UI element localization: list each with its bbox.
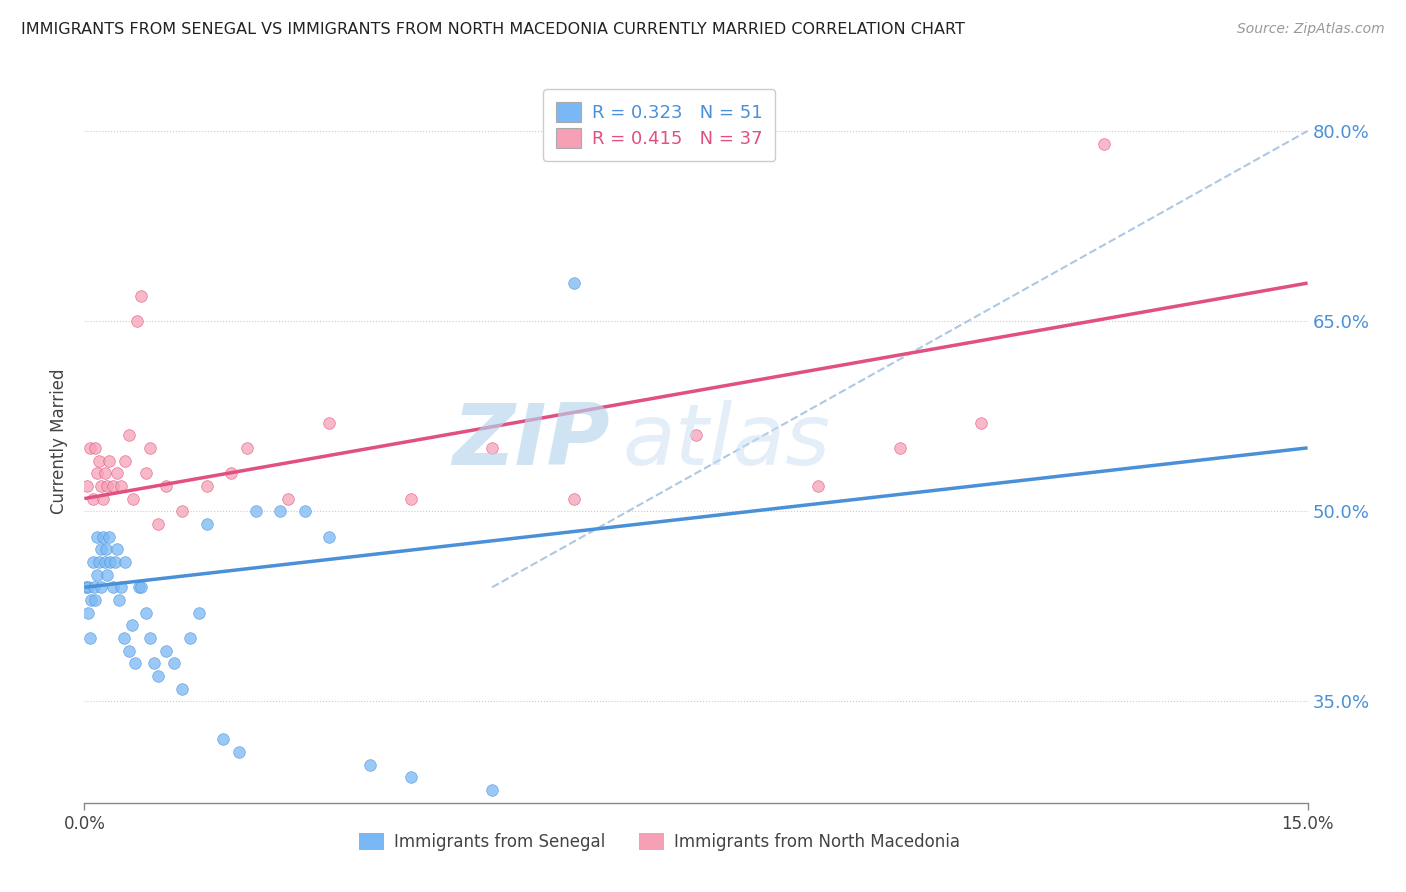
- Point: [269, 504, 291, 518]
- Point: [318, 530, 340, 544]
- Point: [146, 516, 169, 531]
- Point: [82, 491, 104, 506]
- Point: [110, 479, 132, 493]
- Point: [103, 555, 125, 569]
- Point: [97, 453, 120, 467]
- Point: [359, 757, 381, 772]
- Point: [86, 467, 108, 481]
- Text: IMMIGRANTS FROM SENEGAL VS IMMIGRANTS FROM NORTH MACEDONIA CURRENTLY MARRIED COR: IMMIGRANTS FROM SENEGAL VS IMMIGRANTS FR…: [21, 22, 965, 37]
- Point: [96, 542, 118, 557]
- Y-axis label: Currently Married: Currently Married: [51, 368, 69, 515]
- Point: [96, 567, 118, 582]
- Text: atlas: atlas: [623, 400, 831, 483]
- Point: [195, 479, 218, 493]
- Point: [163, 657, 186, 671]
- Point: [122, 491, 145, 506]
- Point: [77, 580, 100, 594]
- Point: [294, 504, 316, 518]
- Point: [114, 555, 136, 569]
- Point: [114, 453, 136, 467]
- Point: [84, 593, 107, 607]
- Point: [135, 467, 157, 481]
- Point: [131, 289, 153, 303]
- Point: [112, 631, 135, 645]
- Point: [187, 606, 209, 620]
- Point: [90, 479, 112, 493]
- Point: [76, 606, 98, 620]
- Point: [80, 593, 103, 607]
- Point: [138, 631, 160, 645]
- Point: [96, 479, 118, 493]
- Point: [76, 479, 98, 493]
- Point: [128, 580, 150, 594]
- Point: [318, 416, 340, 430]
- Point: [131, 580, 153, 594]
- Point: [93, 467, 115, 481]
- Point: [195, 516, 218, 531]
- Point: [155, 643, 177, 657]
- Point: [121, 618, 143, 632]
- Point: [100, 555, 122, 569]
- Point: [107, 593, 129, 607]
- Point: [228, 745, 250, 759]
- Point: [118, 643, 141, 657]
- Point: [481, 783, 503, 797]
- Point: [155, 479, 177, 493]
- Point: [219, 467, 242, 481]
- Point: [91, 491, 114, 506]
- Point: [101, 479, 124, 493]
- Point: [86, 567, 108, 582]
- Point: [399, 491, 422, 506]
- Point: [90, 542, 112, 557]
- Point: [118, 428, 141, 442]
- Point: [172, 681, 194, 696]
- Point: [481, 441, 503, 455]
- Point: [79, 631, 101, 645]
- Point: [83, 580, 105, 594]
- Point: [124, 657, 146, 671]
- Point: [212, 732, 235, 747]
- Point: [172, 504, 194, 518]
- Point: [75, 580, 97, 594]
- Point: [110, 580, 132, 594]
- Point: [146, 669, 169, 683]
- Point: [90, 580, 112, 594]
- Point: [889, 441, 911, 455]
- Point: [97, 530, 120, 544]
- Text: ZIP: ZIP: [453, 400, 610, 483]
- Point: [399, 771, 422, 785]
- Point: [179, 631, 201, 645]
- Legend: Immigrants from Senegal, Immigrants from North Macedonia: Immigrants from Senegal, Immigrants from…: [350, 825, 967, 860]
- Point: [93, 555, 115, 569]
- Point: [970, 416, 993, 430]
- Point: [138, 441, 160, 455]
- Point: [135, 606, 157, 620]
- Point: [127, 314, 149, 328]
- Point: [277, 491, 299, 506]
- Point: [87, 453, 110, 467]
- Point: [79, 441, 101, 455]
- Point: [236, 441, 259, 455]
- Text: Source: ZipAtlas.com: Source: ZipAtlas.com: [1237, 22, 1385, 37]
- Point: [807, 479, 830, 493]
- Point: [82, 555, 104, 569]
- Point: [562, 491, 585, 506]
- Point: [101, 580, 124, 594]
- Point: [562, 276, 585, 290]
- Point: [1092, 136, 1115, 151]
- Point: [87, 555, 110, 569]
- Point: [245, 504, 267, 518]
- Point: [91, 530, 114, 544]
- Point: [105, 467, 128, 481]
- Point: [142, 657, 165, 671]
- Point: [685, 428, 707, 442]
- Point: [86, 530, 108, 544]
- Point: [105, 542, 128, 557]
- Point: [84, 441, 107, 455]
